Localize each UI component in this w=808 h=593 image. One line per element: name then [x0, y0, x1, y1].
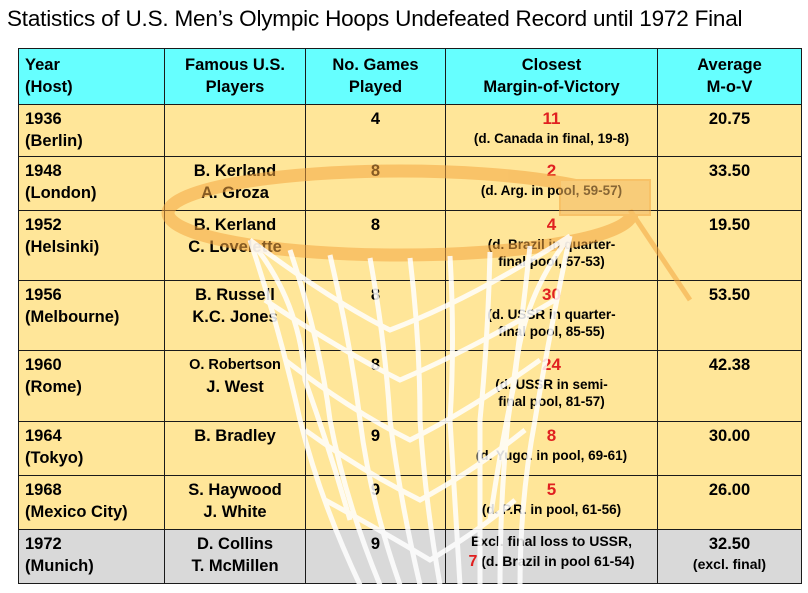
margin-note: (d. P.R. in pool, 61-56) [481, 502, 622, 517]
year-cell: 1960 (Rome) [18, 350, 165, 422]
year-cell: 1964 (Tokyo) [18, 421, 165, 476]
margin-value: 8 [546, 426, 557, 445]
stats-table-container: Year (Host) Famous U.S. Players No. Game… [18, 48, 802, 584]
table-row: 1948 (London) B. Kerland A. Groza 8 2 (d. A… [18, 156, 802, 211]
avg-cell: 42.38 [657, 350, 802, 422]
year-cell: 1956 (Melbourne) [18, 280, 165, 351]
avg-cell: 33.50 [657, 156, 802, 211]
table-row: 1956 (Melbourne) B. Russell K.C. Jones 8 3… [18, 280, 802, 351]
margin-cell: 24 (d. USSR in semi-final pool, 81-57) [445, 350, 658, 422]
margin-note: (d. Brazil in pool 61-54) [477, 553, 635, 569]
margin-value: 4 [546, 215, 557, 234]
margin-note: (d. USSR in quarter- [487, 307, 616, 322]
margin-note: (d. Yugo. in pool, 69-61) [475, 448, 628, 463]
header-games: No. Games Played [305, 48, 446, 105]
margin-value: 2 [546, 161, 557, 180]
games-cell: 8 [305, 156, 446, 211]
margin-cell: 8 (d. Yugo. in pool, 69-61) [445, 421, 658, 476]
games-cell: 9 [305, 475, 446, 530]
players-cell: S. Haywood J. White [164, 475, 306, 530]
year-cell: 1972 (Munich) [18, 529, 165, 584]
header-row: Year (Host) Famous U.S. Players No. Game… [18, 48, 802, 105]
margin-note: (d. Arg. in pool, 59-57) [480, 183, 623, 198]
margin-note: final pool, 81-57) [498, 394, 605, 409]
margin-note: final pool, 57-53) [498, 254, 605, 269]
page-title: Statistics of U.S. Men’s Olympic Hoops U… [7, 6, 743, 31]
year-cell: 1968 (Mexico City) [18, 475, 165, 530]
margin-note: final pool, 85-55) [498, 324, 605, 339]
games-cell: 9 [305, 529, 446, 584]
margin-value: 24 [542, 355, 561, 374]
margin-value: 11 [542, 109, 561, 128]
margin-note: (d. Canada in final, 19-8) [473, 131, 630, 146]
margin-cell: 30 (d. USSR in quarter-final pool, 85-55) [445, 280, 658, 351]
margin-note: Excl. final loss to USSR, [470, 533, 633, 549]
games-cell: 8 [305, 350, 446, 422]
table-row: 1952 (Helsinki) B. Kerland C. Lovelette 8 … [18, 210, 802, 281]
margin-note: (d. USSR in semi- [495, 377, 608, 392]
players-cell: O. Robertson J. West [164, 350, 306, 422]
header-year: Year (Host) [18, 48, 165, 105]
year-cell: 1952 (Helsinki) [18, 210, 165, 281]
avg-cell: 53.50 [657, 280, 802, 351]
margin-cell: 11 (d. Canada in final, 19-8) [445, 104, 658, 157]
players-cell: B. Russell K.C. Jones [164, 280, 306, 351]
games-cell: 9 [305, 421, 446, 476]
margin-value: 30 [542, 285, 561, 304]
year-cell: 1948 (London) [18, 156, 165, 211]
margin-cell: 4 (d. Brazil in quarter-final pool, 57-53… [445, 210, 658, 281]
players-cell: B. Kerland A. Groza [164, 156, 306, 211]
avg-cell: 32.50 (excl. final) [657, 529, 802, 584]
table-row: 1936 (Berlin) 4 11 (d. Canada in final, 19… [18, 104, 802, 157]
avg-cell: 30.00 [657, 421, 802, 476]
players-cell: B. Bradley [164, 421, 306, 476]
margin-note: (d. Brazil in quarter- [487, 237, 616, 252]
players-cell [164, 104, 306, 157]
table-row: 1964 (Tokyo) B. Bradley 9 8 (d. Yugo. in p… [18, 421, 802, 476]
stats-table: Year (Host) Famous U.S. Players No. Game… [18, 48, 802, 584]
header-avg: Average M-o-V [657, 48, 802, 105]
margin-value: 5 [546, 480, 557, 499]
games-cell: 8 [305, 280, 446, 351]
table-row: 1968 (Mexico City) S. Haywood J. White 9 5… [18, 475, 802, 530]
margin-cell: Excl. final loss to USSR, 7 (d. Brazil i… [445, 529, 658, 584]
table-row: 1960 (Rome) O. Robertson J. West 8 24 (d. U… [18, 350, 802, 422]
avg-cell: 19.50 [657, 210, 802, 281]
players-cell: B. Kerland C. Lovelette [164, 210, 306, 281]
games-cell: 8 [305, 210, 446, 281]
table-row-1972: 1972 (Munich) D. Collins T. McMillen 9 Exc… [18, 529, 802, 584]
players-cell: D. Collins T. McMillen [164, 529, 306, 584]
year-cell: 1936 (Berlin) [18, 104, 165, 157]
margin-cell: 2 (d. Arg. in pool, 59-57) [445, 156, 658, 211]
games-cell: 4 [305, 104, 446, 157]
header-margin: Closest Margin-of-Victory [445, 48, 658, 105]
avg-cell: 26.00 [657, 475, 802, 530]
header-players: Famous U.S. Players [164, 48, 306, 105]
margin-cell: 5 (d. P.R. in pool, 61-56) [445, 475, 658, 530]
avg-cell: 20.75 [657, 104, 802, 157]
